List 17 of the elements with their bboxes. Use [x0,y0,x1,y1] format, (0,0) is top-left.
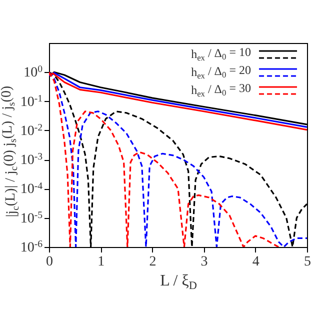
legend-label: h$_{ex}$ / Δ$_{0}$ = 10 [191,44,251,63]
y-tick-label: 10$^{-6}$ [20,239,43,256]
x-tick-label: 2 [149,254,156,270]
y-tick-label: 10$^{-5}$ [20,210,43,226]
x-tick-label: 3 [200,254,208,270]
x-axis-title: L / ξ$_{D}$ [160,272,197,292]
x-tick-label: 1 [98,254,105,270]
legend-label: h$_{ex}$ / Δ$_{0}$ = 30 [191,80,251,99]
x-tick-label: 5 [304,254,311,270]
legend-label: h$_{ex}$ / Δ$_{0}$ = 20 [191,62,251,81]
x-tick-label: 4 [252,254,260,270]
y-tick-label: 10$^{-2}$ [20,122,43,139]
y-tick-label: 10$^{-1}$ [20,93,43,110]
y-tick-label: 10$^{0}$ [24,64,43,81]
y-tick-label: 10$^{-4}$ [20,180,43,198]
y-tick-label: 10$^{-3}$ [20,152,43,168]
x-tick-label: 0 [46,254,53,270]
